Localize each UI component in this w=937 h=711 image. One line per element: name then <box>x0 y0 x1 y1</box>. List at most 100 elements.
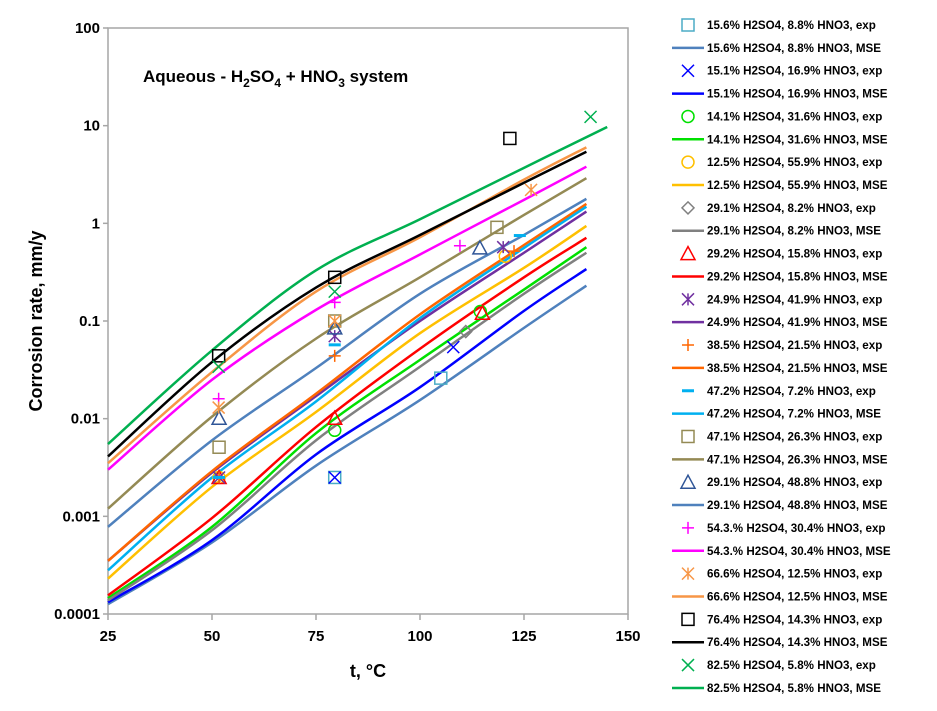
mse-curve-2 <box>107 268 588 604</box>
legend-label: 47.1% H2SO4, 26.3% HNO3, MSE <box>707 453 888 466</box>
legend-entry-exp: 47.1% H2SO4, 26.3% HNO3, exp <box>681 429 882 444</box>
mse-curve-15 <box>107 125 608 445</box>
legend-label: 54.3.% H2SO4, 30.4% HNO3, exp <box>707 522 886 535</box>
legend-entry-mse: 54.3.% H2SO4, 30.4% HNO3, MSE <box>672 545 891 558</box>
legend-label: 14.1% H2SO4, 31.6% HNO3, MSE <box>707 133 888 146</box>
legend-label: 76.4% H2SO4, 14.3% HNO3, exp <box>707 613 882 626</box>
exp-point-15 <box>212 360 226 374</box>
legend-entry-mse: 29.1% H2SO4, 8.2% HNO3, MSE <box>672 225 881 238</box>
legend-marker-icon <box>681 64 695 78</box>
exp-point-7 <box>328 329 342 343</box>
exp-point-11 <box>471 239 489 255</box>
legend-entry-mse: 15.1% H2SO4, 16.9% HNO3, MSE <box>672 88 888 101</box>
legend-entry-mse: 47.1% H2SO4, 26.3% HNO3, MSE <box>672 453 888 466</box>
experimental-points <box>210 110 598 485</box>
y-tick-label: 0.001 <box>62 508 100 525</box>
legend-entry-exp: 15.6% H2SO4, 8.8% HNO3, exp <box>681 18 876 32</box>
legend-entry-exp: 82.5% H2SO4, 5.8% HNO3, exp <box>681 658 876 672</box>
legend-marker-icon <box>681 658 695 672</box>
exp-point-13 <box>328 314 342 328</box>
mse-curve-1 <box>107 284 588 606</box>
exp-point-2 <box>328 470 342 484</box>
legend-entry-exp: 47.2% H2SO4, 7.2% HNO3, exp <box>682 385 876 398</box>
y-tick-label: 0.0001 <box>54 606 100 623</box>
exp-point-14 <box>503 131 517 146</box>
legend-marker-icon <box>682 339 694 352</box>
legend-marker-icon <box>681 429 695 444</box>
mse-curve-10 <box>107 177 588 510</box>
legend-label: 66.6% H2SO4, 12.5% HNO3, MSE <box>707 591 888 604</box>
exp-point-6 <box>474 304 491 321</box>
x-tick-label: 75 <box>308 628 325 645</box>
mse-curve-5 <box>107 251 588 602</box>
legend-marker-icon <box>681 155 695 169</box>
legend-marker-icon <box>682 521 694 534</box>
legend-marker-icon <box>680 200 696 215</box>
legend-entry-mse: 38.5% H2SO4, 21.5% HNO3, MSE <box>672 362 888 375</box>
legend-entry-exp: 38.5% H2SO4, 21.5% HNO3, exp <box>682 339 882 352</box>
legend-label: 82.5% H2SO4, 5.8% HNO3, exp <box>707 659 876 672</box>
mse-curve-3 <box>107 246 588 600</box>
legend-label: 24.9% H2SO4, 41.9% HNO3, exp <box>707 293 882 306</box>
x-tick-label: 25 <box>100 628 117 645</box>
legend-marker-icon <box>681 567 695 581</box>
legend-label: 66.6% H2SO4, 12.5% HNO3, exp <box>707 568 882 581</box>
legend-entry-mse: 29.1% H2SO4, 48.8% HNO3, MSE <box>672 499 888 512</box>
legend-label: 82.5% H2SO4, 5.8% HNO3, MSE <box>707 682 881 695</box>
y-tick-label: 0.01 <box>71 411 100 428</box>
exp-point-11 <box>326 319 343 335</box>
legend-entry-exp: 66.6% H2SO4, 12.5% HNO3, exp <box>681 567 882 581</box>
exp-point-11 <box>210 409 228 425</box>
legend-label: 29.2% H2SO4, 15.8% HNO3, exp <box>707 248 882 261</box>
legend-entry-exp: 12.5% H2SO4, 55.9% HNO3, exp <box>681 155 882 169</box>
y-tick-label: 1 <box>92 215 100 232</box>
exp-point-7 <box>496 240 510 254</box>
exp-point-13 <box>212 401 226 415</box>
legend-entry-mse: 24.9% H2SO4, 41.9% HNO3, MSE <box>672 316 888 329</box>
legend-label: 29.2% H2SO4, 15.8% HNO3, MSE <box>707 270 888 283</box>
legend-entry-exp: 29.2% H2SO4, 15.8% HNO3, exp <box>679 245 882 261</box>
legend-label: 24.9% H2SO4, 41.9% HNO3, MSE <box>707 316 888 329</box>
legend: 15.6% H2SO4, 8.8% HNO3, exp 15.6% H2SO4, … <box>672 18 891 695</box>
x-axis-title: t, °C <box>350 661 386 681</box>
exp-point-12 <box>328 296 341 309</box>
legend-label: 29.1% H2SO4, 48.8% HNO3, MSE <box>707 499 888 512</box>
legend-entry-exp: 29.1% H2SO4, 8.2% HNO3, exp <box>680 200 876 215</box>
legend-label: 15.1% H2SO4, 16.9% HNO3, MSE <box>707 88 888 101</box>
model-curves <box>107 125 608 606</box>
legend-label: 38.5% H2SO4, 21.5% HNO3, exp <box>707 339 882 352</box>
exp-point-1 <box>327 470 342 485</box>
legend-marker-icon <box>681 18 695 32</box>
legend-marker-icon <box>679 473 697 489</box>
exp-point-14 <box>211 349 226 363</box>
exp-point-10 <box>490 220 504 235</box>
exp-point-3 <box>473 304 488 319</box>
legend-entry-exp: 14.1% H2SO4, 31.6% HNO3, exp <box>681 109 882 123</box>
mse-curve-6 <box>107 236 588 597</box>
legend-label: 47.2% H2SO4, 7.2% HNO3, exp <box>707 385 876 398</box>
mse-curve-14 <box>107 150 587 458</box>
mse-curve-12 <box>107 165 587 471</box>
legend-label: 12.5% H2SO4, 55.9% HNO3, exp <box>707 156 882 169</box>
legend-entry-mse: 29.2% H2SO4, 15.8% HNO3, MSE <box>672 270 888 283</box>
legend-label: 47.1% H2SO4, 26.3% HNO3, exp <box>707 430 882 443</box>
exp-point-15 <box>328 285 342 299</box>
legend-label: 12.5% H2SO4, 55.9% HNO3, MSE <box>707 179 888 192</box>
exp-point-6 <box>326 409 343 425</box>
exp-point-8 <box>328 349 341 362</box>
legend-marker-icon <box>681 292 695 306</box>
legend-label: 29.1% H2SO4, 8.2% HNO3, MSE <box>707 225 881 238</box>
mse-curve-4 <box>107 224 588 580</box>
legend-label: 15.1% H2SO4, 16.9% HNO3, exp <box>707 65 882 78</box>
legend-entry-exp: 15.1% H2SO4, 16.9% HNO3, exp <box>681 64 882 78</box>
legend-label: 29.1% H2SO4, 8.2% HNO3, exp <box>707 202 876 215</box>
legend-entry-mse: 66.6% H2SO4, 12.5% HNO3, MSE <box>672 591 888 604</box>
x-tick-label: 100 <box>407 628 432 645</box>
x-axis: 25 50 75 100 125 150 <box>100 614 641 645</box>
legend-label: 54.3.% H2SO4, 30.4% HNO3, MSE <box>707 545 891 558</box>
mse-curve-8 <box>107 202 588 562</box>
legend-label: 14.1% H2SO4, 31.6% HNO3, exp <box>707 110 882 123</box>
legend-entry-mse: 76.4% H2SO4, 14.3% HNO3, MSE <box>672 636 888 649</box>
y-axis-title: Corrosion rate, mm/y <box>26 230 46 411</box>
